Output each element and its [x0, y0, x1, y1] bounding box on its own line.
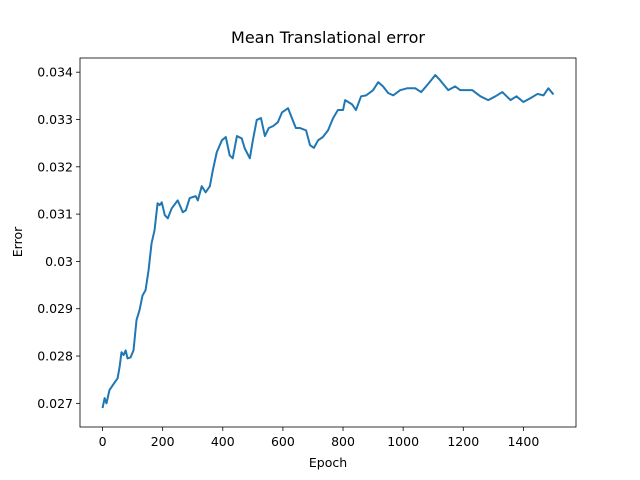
plot-frame — [79, 57, 577, 428]
x-tick-label: 400 — [211, 434, 235, 449]
x-tick-label: 200 — [151, 434, 175, 449]
x-axis-label: Epoch — [309, 455, 347, 470]
y-tick-label: 0.034 — [37, 65, 73, 80]
y-axis-label: Error — [10, 226, 25, 257]
data-line — [101, 74, 555, 409]
x-tick-label: 1000 — [387, 434, 419, 449]
y-tick-label: 0.03 — [45, 254, 73, 269]
y-tick-label: 0.032 — [37, 159, 73, 174]
x-tick-label: 1200 — [447, 434, 479, 449]
x-tick-label: 1400 — [507, 434, 539, 449]
x-tick-label: 800 — [331, 434, 355, 449]
y-tick-label: 0.031 — [37, 207, 73, 222]
y-tick-label: 0.028 — [37, 349, 73, 364]
chart-title: Mean Translational error — [231, 28, 425, 47]
x-tick-label: 600 — [271, 434, 295, 449]
y-tick-label: 0.033 — [37, 112, 73, 127]
y-tick-label: 0.029 — [37, 301, 73, 316]
x-tick-label: 0 — [99, 434, 107, 449]
y-tick-label: 0.027 — [37, 396, 73, 411]
